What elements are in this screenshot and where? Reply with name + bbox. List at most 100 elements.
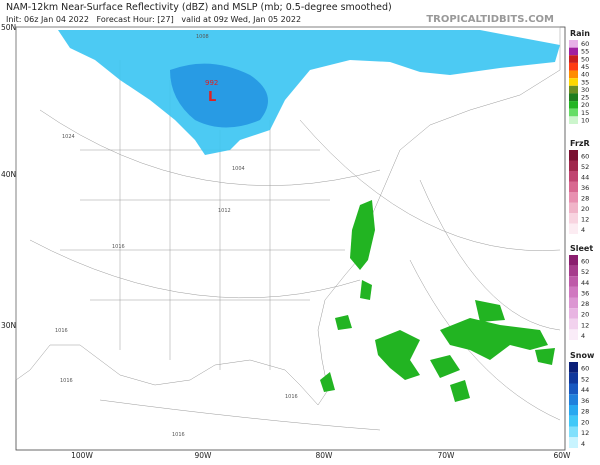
legend-swatch [569,362,578,373]
legend-swatch [569,318,578,330]
legend-tick: 45 [581,63,589,71]
longitude-label: 100W [71,451,93,460]
legend-swatch [569,150,578,161]
legend-swatch [569,55,578,63]
longitude-labels: 100W 90W 80W 70W 60W [71,451,571,460]
legend-tick: 4 [581,440,585,448]
legend-title: Rain [570,29,590,38]
legend-swatch [569,47,578,56]
subtitle: Init: 06z Jan 04 2022 Forecast Hour: [27… [6,15,301,24]
legend-tick: 35 [581,78,589,86]
legend-tick: 25 [581,94,589,102]
legend-swatch [569,78,578,86]
legend-swatch [569,426,578,438]
legend-tick: 60 [581,40,589,48]
legend-tick: 28 [581,194,589,202]
title: NAM-12km Near-Surface Reflectivity (dBZ)… [6,2,392,13]
legend-swatch [569,213,578,224]
legend-swatch [569,415,578,427]
legend-tick: 20 [581,418,589,426]
legend-tick: 52 [581,268,589,276]
rain-areas [320,200,555,402]
legend-title: Snow [570,351,595,360]
legend-tick: 44 [581,386,589,394]
isobar-label: 1016 [60,378,73,384]
legend-tick: 15 [581,109,589,117]
legend-tick: 55 [581,48,589,56]
legend-swatch [569,116,578,124]
legend-tick: 10 [581,116,589,124]
isobar-label: 1016 [55,328,68,334]
isobar-label: 1012 [218,208,231,214]
isobar-label: 1024 [62,134,75,140]
isobar-label: 1016 [112,244,125,250]
legend-tick: 12 [581,321,589,329]
legend-tick: 36 [581,289,589,297]
legend-swatch [569,286,578,298]
legend-title: Sleet [570,244,593,253]
legend-tick: 40 [581,71,589,79]
isobars [29,109,561,431]
legend-tick: 52 [581,375,589,383]
site-watermark: TROPICALTIDBITS.COM [426,14,554,25]
longitude-label: 60W [554,451,572,460]
isobar-label: 1016 [285,394,298,400]
legend-swatch [569,171,578,182]
legend-swatch [569,255,578,266]
map: 992 L 1024 1008 1004 1012 1016 1016 1016… [15,26,566,451]
legend-swatch [569,62,578,71]
legend-tick: 20 [581,101,589,109]
legend-tick: 28 [581,408,589,416]
legend-swatch [569,85,578,94]
legend-tick: 12 [581,215,589,223]
isobar-label: 1016 [172,432,185,438]
isobar-label: 1008 [196,34,209,40]
low-marker: L [208,90,216,105]
legend-tick: 36 [581,397,589,405]
legend-title: FrzR [570,139,590,148]
legend-swatch [569,202,578,213]
legend-swatch [569,265,578,277]
legend-tick: 20 [581,311,589,319]
legend-tick: 4 [581,332,585,340]
snow-area [58,30,560,155]
legend-swatch [569,40,578,48]
latitude-label: 50N [1,23,16,32]
state-lines [60,60,345,370]
legend-tick: 30 [581,86,589,94]
legend-swatch [569,192,578,203]
legend-swatch [569,437,578,448]
legend-tick: 12 [581,429,589,437]
legend-tick: 36 [581,184,589,192]
legend-swatch [569,181,578,192]
map-frame [15,26,566,451]
latitude-label: 30N [1,321,16,330]
legend-swatch [569,108,578,117]
legend-swatch [569,101,578,109]
legend-swatch [569,276,578,287]
latitude-labels: 50N 40N 30N [1,23,16,330]
legend-swatch [569,297,578,309]
legend-swatch [569,223,578,234]
longitude-label: 80W [316,451,334,460]
legend-tick: 52 [581,163,589,171]
legend-swatch [569,160,578,171]
snow-core [170,63,268,128]
longitude-label: 90W [195,451,213,460]
low-pressure: 992 [205,79,218,87]
legend-swatch [569,372,578,384]
legend: Rain6055504540353025201510FrzR6052443628… [569,29,595,448]
legend-swatch [569,405,578,416]
legend-swatch [569,394,578,405]
legend-tick: 28 [581,300,589,308]
legend-tick: 50 [581,55,589,63]
legend-tick: 60 [581,258,589,266]
isobar-label: 1004 [232,166,245,172]
legend-tick: 44 [581,279,589,287]
legend-tick: 60 [581,152,589,160]
legend-tick: 20 [581,205,589,213]
legend-swatch [569,383,578,395]
legend-swatch [569,93,578,102]
legend-tick: 4 [581,226,585,234]
